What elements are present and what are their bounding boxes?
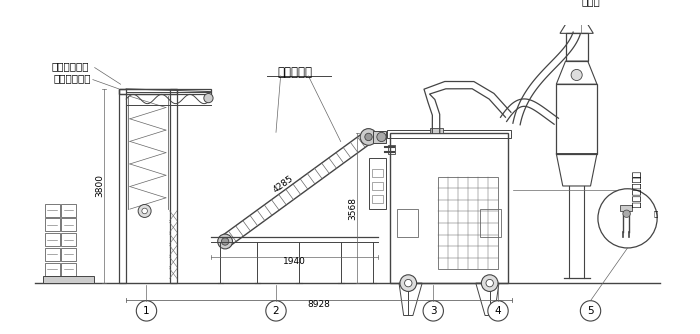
Circle shape [488,301,508,321]
Bar [388,145,395,154]
Text: 1: 1 [144,306,150,316]
Bar [62,233,76,246]
Text: 5: 5 [587,306,594,316]
Bar [119,89,177,95]
Text: 8928: 8928 [307,300,330,309]
Text: 全自动拆包机: 全自动拆包机 [632,171,642,208]
Bar [62,263,76,276]
Text: 拆: 拆 [653,210,658,217]
Bar [430,128,442,133]
Text: 4: 4 [495,306,501,316]
Circle shape [136,301,157,321]
Text: 4285: 4285 [271,174,295,195]
Circle shape [571,69,582,80]
Circle shape [138,204,151,217]
Bar [370,158,386,209]
Text: 1940: 1940 [283,257,306,266]
Circle shape [400,275,416,292]
Bar [169,89,177,283]
Text: 真空上料系统: 真空上料系统 [52,61,90,71]
Bar [372,169,384,177]
Circle shape [266,301,286,321]
Circle shape [423,301,443,321]
Bar [569,17,584,21]
Bar [62,248,76,261]
Bar [62,203,76,216]
Circle shape [482,275,498,292]
Text: 真空上料系统: 真空上料系统 [54,73,91,83]
Circle shape [360,129,377,145]
Bar [43,276,94,283]
Text: 除尘器: 除尘器 [581,0,600,6]
Circle shape [218,234,232,249]
Circle shape [623,210,630,217]
Circle shape [580,301,601,321]
Bar [480,209,500,237]
Bar [45,233,60,246]
Circle shape [365,133,372,141]
Bar [397,209,417,237]
Circle shape [204,94,213,103]
Circle shape [142,208,148,214]
Circle shape [377,132,386,142]
Bar [372,182,384,190]
Bar [566,33,588,61]
Text: 3: 3 [430,306,437,316]
Circle shape [221,238,229,245]
Bar [438,177,498,269]
Text: 爬坡皮带机: 爬坡皮带机 [277,66,312,79]
Circle shape [598,189,657,248]
Bar [373,131,386,143]
Bar [556,84,597,154]
Bar [119,89,126,283]
Bar [372,195,384,203]
Bar [390,133,508,283]
Text: 2: 2 [273,306,279,316]
Bar [45,248,60,261]
Bar [45,203,60,216]
Bar [119,89,211,95]
Text: 3568: 3568 [349,197,357,220]
Bar [620,205,632,211]
Circle shape [405,280,412,287]
Bar [62,218,76,231]
Bar [45,263,60,276]
Text: 3800: 3800 [94,174,104,197]
Bar [387,131,511,138]
Circle shape [486,280,493,287]
Bar [45,218,60,231]
